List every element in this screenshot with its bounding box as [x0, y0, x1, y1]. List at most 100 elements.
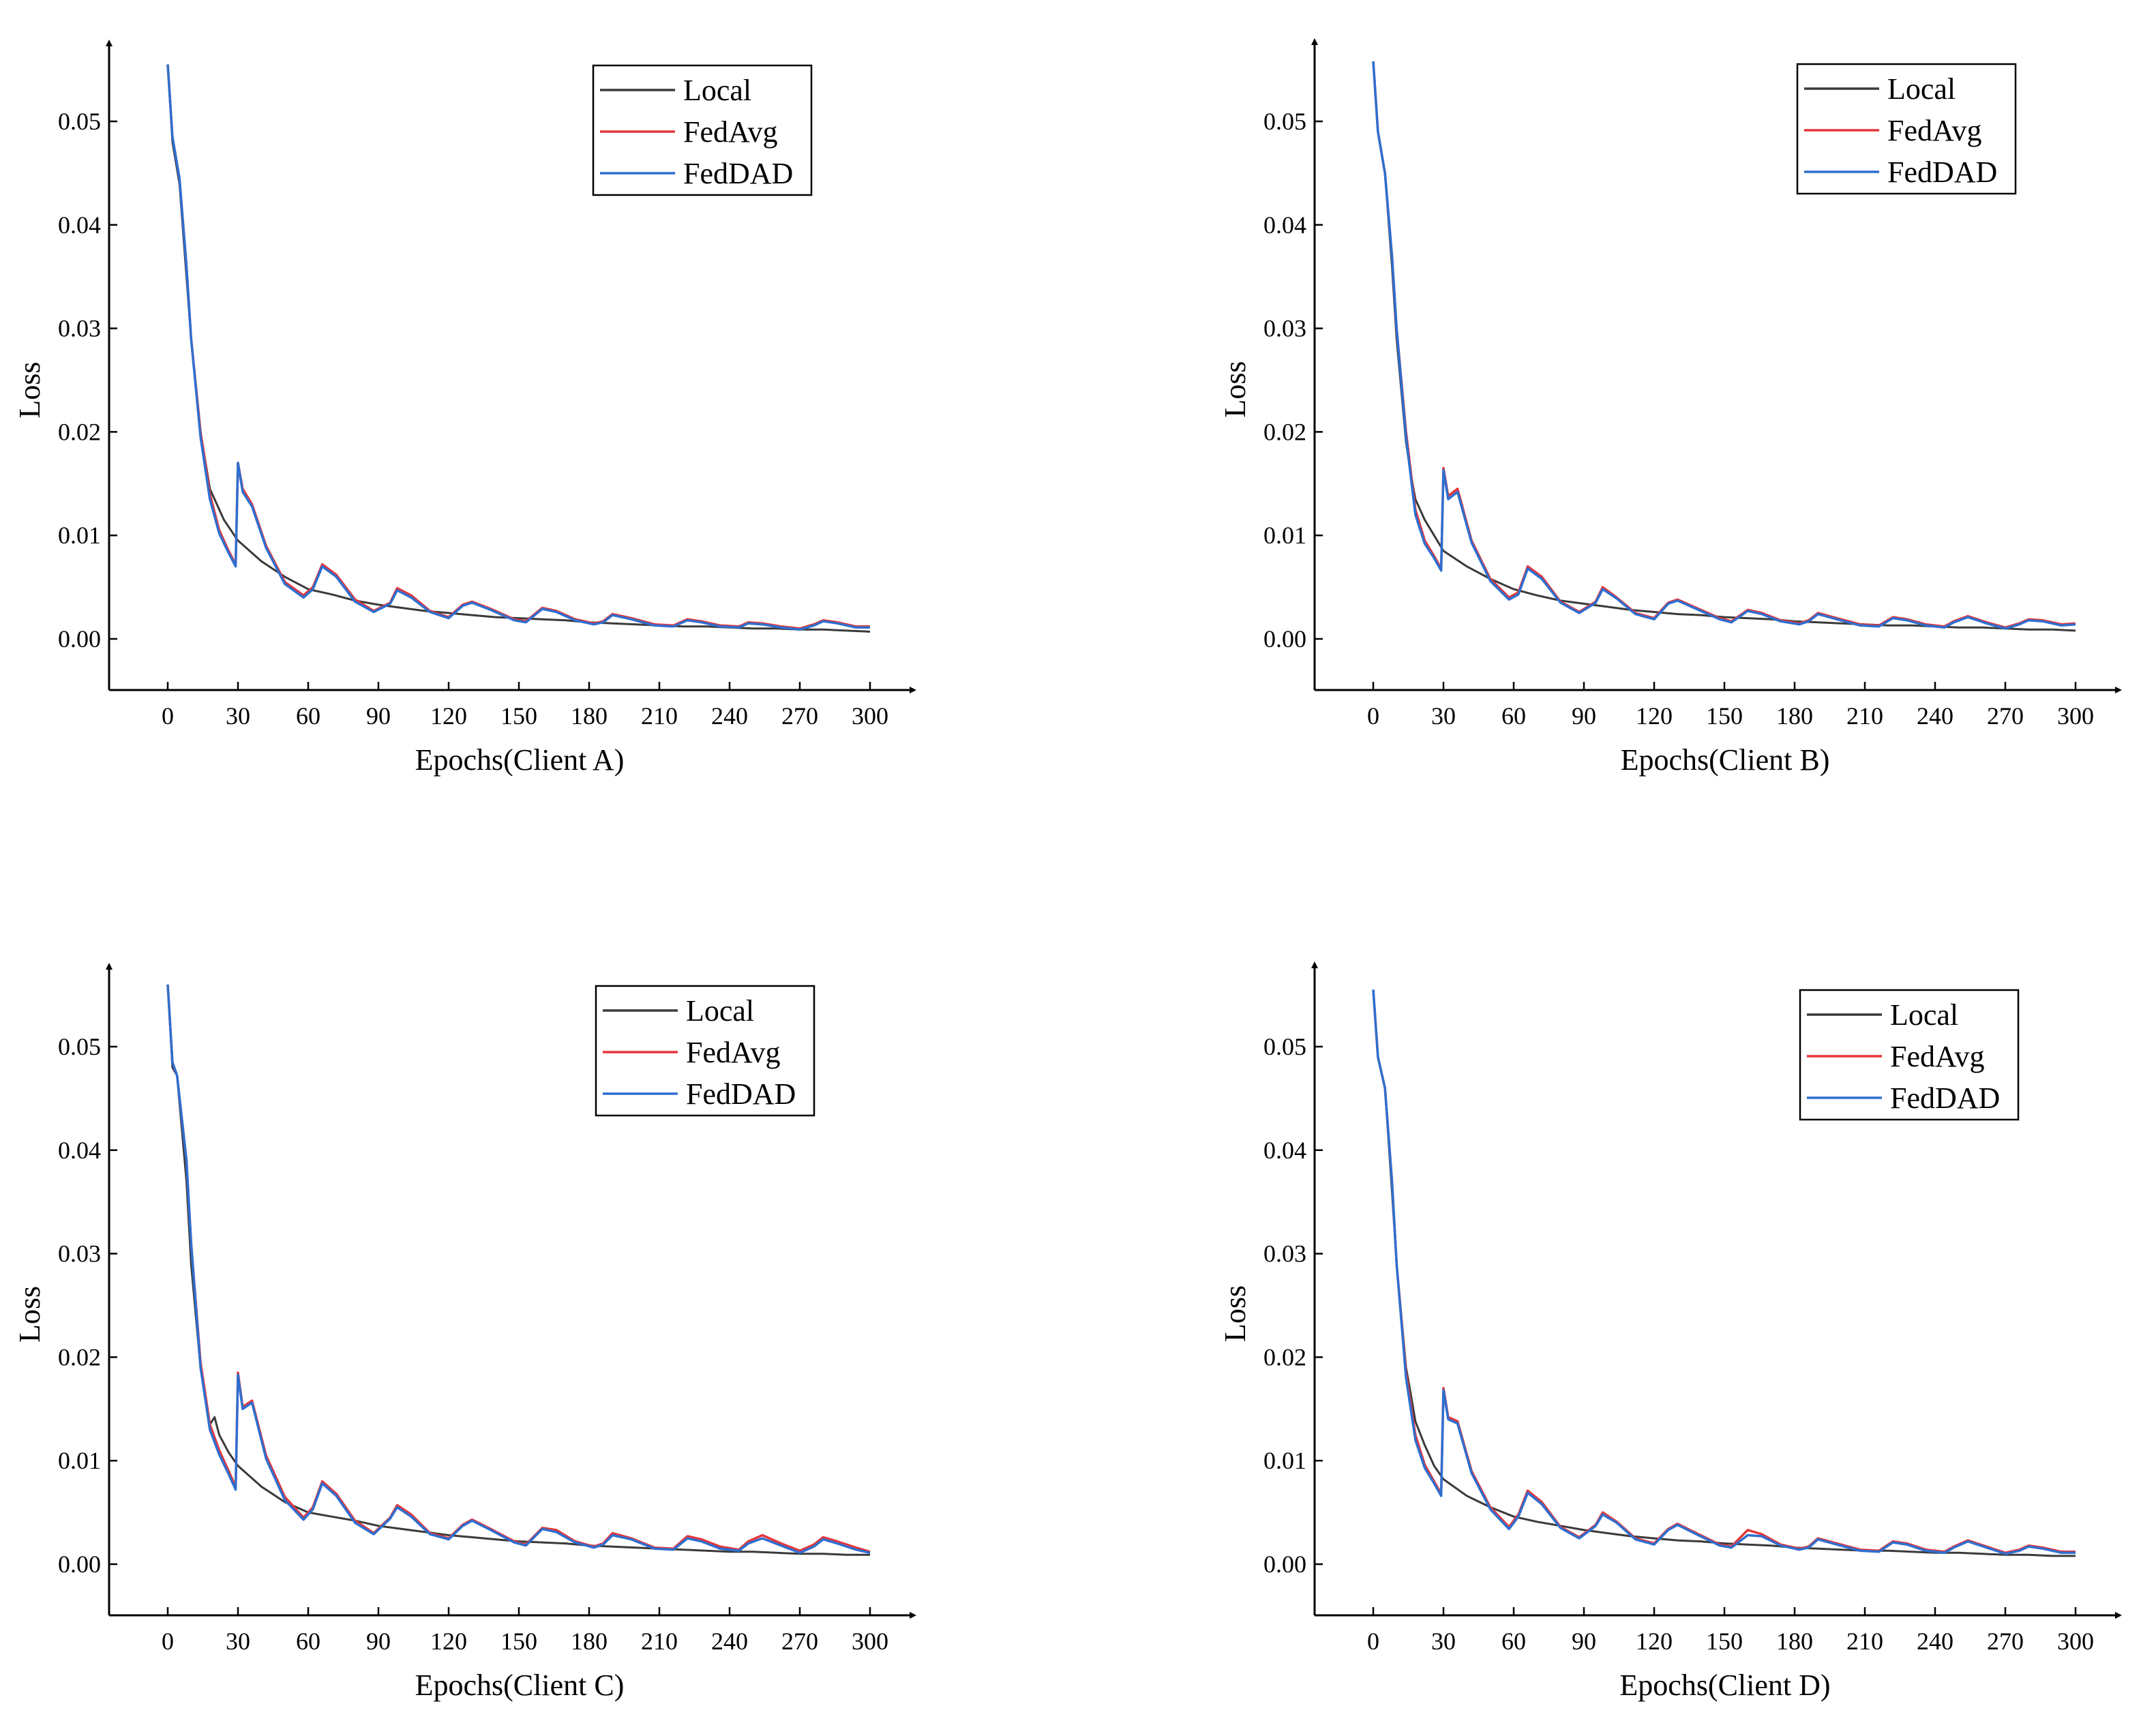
legend-label-fedavg: FedAvg — [683, 115, 778, 149]
chart-panel-client-d: 0.00 0.01 0.02 0.03 0.04 0.05 0 30 60 90 120 150 180… — [1218, 961, 2122, 1702]
x-tick-label: 0 — [162, 1628, 174, 1655]
x-tick-label: 240 — [1917, 1628, 1953, 1655]
x-tick-label: 30 — [226, 702, 250, 730]
y-tick-label: 0.01 — [58, 1447, 101, 1474]
x-tick-label: 90 — [1572, 1628, 1596, 1655]
legend-label-fedavg: FedAvg — [1887, 114, 1982, 147]
y-tick-label: 0.05 — [58, 1033, 101, 1060]
legend: Local FedAvg FedDAD — [592, 64, 813, 196]
x-tick-label: 120 — [1636, 702, 1673, 730]
y-tick-label: 0.04 — [1263, 211, 1306, 239]
y-tick-label: 0.00 — [58, 1551, 101, 1578]
x-axis-title: Epochs(Client A) — [415, 743, 625, 777]
x-tick-label: 180 — [571, 1628, 608, 1655]
x-tick-label: 300 — [2057, 1628, 2094, 1655]
x-tick-label: 270 — [1987, 702, 2024, 730]
x-tick-label: 150 — [500, 702, 537, 730]
x-tick-label: 120 — [1636, 1628, 1673, 1655]
x-tick-label: 180 — [1776, 702, 1813, 730]
x-tick-label: 60 — [1501, 702, 1526, 730]
x-tick-label: 270 — [781, 702, 818, 730]
y-axis-title: Loss — [13, 1286, 46, 1343]
y-tick-label: 0.01 — [58, 522, 101, 549]
y-tick-label: 0.03 — [1263, 1240, 1306, 1268]
legend-label-feddad: FedDAD — [683, 157, 793, 190]
y-tick-label: 0.00 — [1263, 625, 1306, 653]
x-tick-label: 0 — [1367, 702, 1379, 730]
y-tick-label: 0.02 — [1263, 418, 1306, 445]
series-line-feddad — [1372, 989, 2076, 1555]
x-tick-label: 150 — [1706, 1628, 1743, 1655]
legend: Local FedAvg FedDAD — [595, 985, 815, 1117]
legend-label-local: Local — [1890, 998, 1958, 1032]
y-tick-label: 0.00 — [58, 625, 101, 653]
y-tick-label: 0.05 — [58, 108, 101, 135]
legend-label-fedavg: FedAvg — [1890, 1040, 1985, 1073]
y-tick-label: 0.04 — [1263, 1137, 1306, 1164]
legend-label-feddad: FedDAD — [686, 1077, 796, 1111]
y-tick-label: 0.03 — [58, 1240, 101, 1268]
series-line-local — [1372, 989, 2076, 1557]
x-tick-label: 0 — [162, 702, 174, 730]
x-tick-label: 300 — [852, 702, 888, 730]
x-tick-label: 60 — [296, 1628, 320, 1655]
x-tick-label: 30 — [1431, 702, 1456, 730]
y-tick-label: 0.02 — [58, 1343, 101, 1371]
series-line-feddad — [1372, 61, 2076, 630]
y-tick-label: 0.00 — [1263, 1551, 1306, 1578]
legend-label-local: Local — [683, 74, 751, 107]
x-axis-title: Epochs(Client C) — [415, 1668, 625, 1702]
legend-label-feddad: FedDAD — [1887, 155, 1997, 189]
x-tick-label: 210 — [641, 702, 678, 730]
x-tick-label: 90 — [366, 702, 391, 730]
series-line-feddad — [166, 64, 870, 631]
x-tick-label: 120 — [430, 1628, 467, 1655]
y-tick-label: 0.04 — [58, 211, 101, 239]
x-tick-label: 30 — [1431, 1628, 1456, 1655]
x-axis-title: Epochs(Client B) — [1621, 743, 1830, 777]
x-tick-label: 240 — [711, 702, 748, 730]
x-tick-label: 180 — [1776, 1628, 1813, 1655]
x-tick-label: 120 — [430, 702, 467, 730]
y-tick-label: 0.04 — [58, 1137, 101, 1164]
y-axis-title: Loss — [1218, 1285, 1252, 1342]
x-tick-label: 60 — [1501, 1628, 1526, 1655]
x-tick-label: 210 — [1846, 1628, 1883, 1655]
legend: Local FedAvg FedDAD — [1799, 989, 2020, 1121]
x-tick-label: 300 — [852, 1628, 888, 1655]
y-tick-label: 0.01 — [1263, 522, 1306, 549]
chart-panel-client-c: 0.00 0.01 0.02 0.03 0.04 0.05 0 30 60 90 120 150 180… — [13, 963, 916, 1702]
x-tick-label: 90 — [366, 1628, 391, 1655]
y-tick-label: 0.03 — [1263, 315, 1306, 342]
y-axis-title: Loss — [1218, 361, 1252, 417]
x-tick-label: 210 — [641, 1628, 678, 1655]
x-tick-label: 240 — [711, 1628, 748, 1655]
x-tick-label: 240 — [1917, 702, 1953, 730]
legend-label-local: Local — [686, 994, 754, 1028]
legend-label-local: Local — [1887, 72, 1956, 106]
x-axis-title: Epochs(Client D) — [1619, 1668, 1830, 1702]
y-axis-title: Loss — [13, 361, 46, 418]
x-tick-label: 30 — [226, 1628, 250, 1655]
y-tick-label: 0.02 — [1263, 1343, 1306, 1371]
chart-panel-client-a: 0.00 0.01 0.02 0.03 0.04 0.05 0 30 60 90 120 150 180… — [13, 40, 916, 777]
y-tick-label: 0.05 — [1263, 108, 1306, 135]
y-tick-label: 0.03 — [58, 315, 101, 342]
x-tick-label: 180 — [571, 702, 608, 730]
x-tick-label: 210 — [1846, 702, 1883, 730]
x-tick-label: 90 — [1572, 702, 1596, 730]
x-tick-label: 0 — [1367, 1628, 1379, 1655]
x-tick-label: 270 — [781, 1628, 818, 1655]
y-tick-label: 0.02 — [58, 418, 101, 445]
series-line-feddad — [166, 984, 871, 1555]
legend-label-fedavg: FedAvg — [686, 1036, 781, 1069]
legend: Local FedAvg FedDAD — [1796, 63, 2017, 195]
legend-label-feddad: FedDAD — [1890, 1081, 2000, 1115]
y-tick-label: 0.05 — [1263, 1033, 1306, 1060]
x-tick-label: 300 — [2057, 702, 2094, 730]
x-tick-label: 270 — [1987, 1628, 2024, 1655]
x-tick-label: 60 — [296, 702, 320, 730]
x-tick-label: 150 — [500, 1628, 537, 1655]
x-tick-label: 150 — [1706, 702, 1743, 730]
